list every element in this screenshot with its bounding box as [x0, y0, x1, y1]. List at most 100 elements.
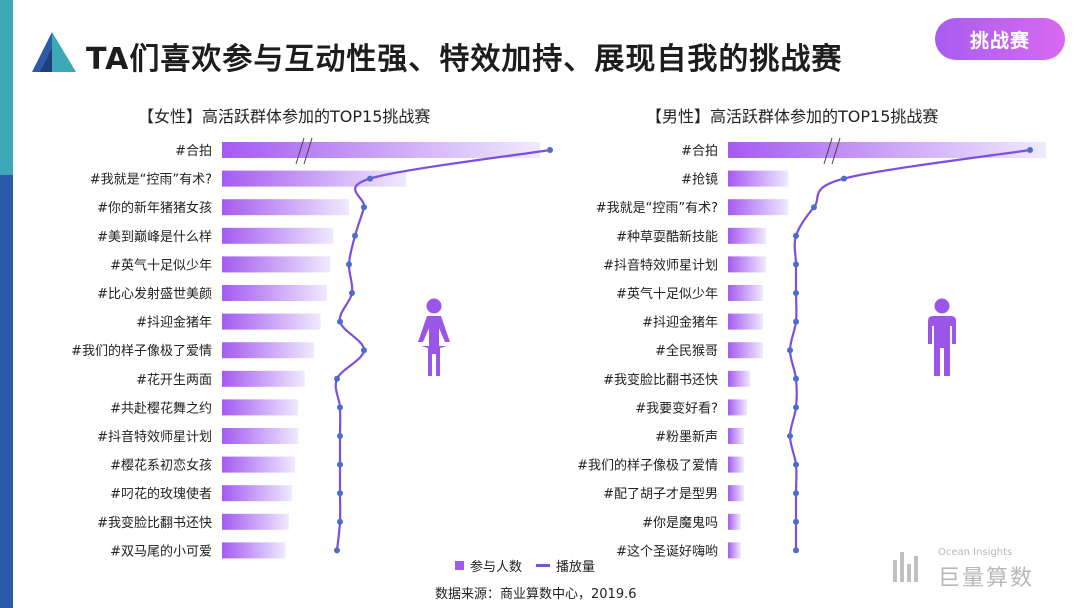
views-point	[337, 461, 343, 468]
category-label: #合拍	[681, 144, 718, 159]
challenge-tag-button[interactable]: 挑战赛	[935, 18, 1065, 60]
views-point	[361, 347, 367, 354]
bar	[728, 142, 1046, 158]
bar	[728, 285, 763, 301]
page-title: TA们喜欢参与互动性强、特效加持、展现自我的挑战赛	[86, 42, 843, 77]
legend-views-label: 播放量	[556, 560, 596, 575]
bar	[728, 542, 741, 559]
views-point	[793, 547, 799, 554]
bar	[222, 342, 315, 359]
views-point	[793, 518, 799, 525]
bar	[222, 542, 286, 559]
category-label: #英气十足似少年	[616, 286, 718, 302]
bar	[222, 199, 350, 216]
bar	[222, 399, 299, 416]
bar	[728, 313, 763, 330]
views-point	[793, 461, 799, 468]
views-point	[793, 261, 799, 268]
bar	[222, 142, 540, 158]
male-challenge-chart: #合拍 #抢镜 #我就是“控雨”有术? #种草耍酷新技能 #抖音特效师星计划 #英气十足似…	[577, 137, 1046, 559]
legend-participants-label: 参与人数	[470, 560, 523, 575]
category-label: #花开生两面	[136, 372, 212, 388]
category-label: #我变脸比翻书还快	[603, 372, 718, 388]
category-label: #我就是“控雨”有术?	[596, 201, 718, 216]
bar	[728, 199, 789, 216]
bar	[728, 170, 789, 187]
category-label: #抖迎金猪年	[136, 315, 212, 331]
views-point	[337, 318, 343, 325]
category-label: #抖迎金猪年	[642, 315, 718, 331]
views-line	[334, 148, 551, 551]
category-label: #我变脸比翻书还快	[97, 515, 212, 531]
axis-break-mark	[823, 137, 833, 165]
bar	[728, 256, 767, 273]
category-label: #我们的样子像极了爱情	[71, 343, 212, 359]
category-label: #双马尾的小可爱	[110, 543, 212, 559]
category-label: #我们的样子像极了爱情	[577, 458, 718, 474]
bar	[222, 428, 299, 444]
axis-break-mark	[295, 137, 305, 165]
logo-icon	[32, 32, 76, 72]
female-chart-title: 【女性】高活跃群体参加的TOP15挑战赛	[138, 107, 431, 126]
bar	[222, 370, 305, 387]
left-accent-bar	[0, 0, 13, 608]
category-label: #英气十足似少年	[110, 257, 212, 273]
legend-item-views: 播放量	[536, 556, 595, 575]
legend-line-swatch	[536, 564, 551, 567]
legend-bar-swatch	[455, 561, 464, 570]
category-label: #我就是“控雨”有术?	[90, 173, 212, 188]
views-point	[349, 290, 355, 296]
bar	[222, 456, 296, 473]
views-point	[787, 347, 793, 354]
bar	[728, 342, 763, 359]
category-label: #樱花系初恋女孩	[110, 458, 212, 474]
male-icon	[928, 298, 956, 376]
brand-name: 巨量算数	[938, 566, 1035, 591]
category-label: #比心发射盛世美颜	[97, 286, 212, 302]
bar	[728, 513, 741, 530]
legend-item-participants: 参与人数	[455, 556, 522, 575]
category-label: #美到巅峰是什么样	[97, 230, 212, 245]
brand-logo-icon	[893, 552, 918, 582]
category-label: #种草耍酷新技能	[616, 229, 718, 245]
views-point	[367, 175, 373, 182]
brand-tagline: Ocean Insights	[938, 547, 1013, 558]
bar	[728, 227, 767, 244]
category-label: #我要变好看?	[635, 400, 718, 416]
views-point	[361, 204, 367, 211]
male-chart-title: 【男性】高活跃群体参加的TOP15挑战赛	[646, 107, 939, 126]
chart-legend: 参与人数 播放量	[455, 556, 595, 575]
views-point	[793, 290, 799, 296]
category-label: #你是魔鬼吗	[642, 515, 718, 531]
views-point	[352, 232, 358, 239]
category-label: #抖音特效师星计划	[97, 429, 212, 445]
data-source: 数据来源：商业算数中心，2019.6	[435, 587, 637, 602]
axis-break-mark	[831, 137, 841, 165]
views-point	[793, 375, 799, 382]
axis-break-mark	[303, 137, 313, 165]
bar	[728, 428, 744, 444]
views-point	[793, 404, 799, 411]
views-line	[788, 148, 1031, 551]
bar	[222, 227, 334, 244]
views-point	[787, 433, 793, 439]
bar	[222, 170, 407, 187]
views-point	[337, 433, 343, 439]
views-point	[1027, 147, 1033, 153]
bar	[728, 456, 744, 473]
category-label: #这个圣诞好嗨哟	[616, 543, 718, 559]
bar	[728, 399, 748, 416]
views-point	[793, 232, 799, 239]
views-point	[337, 490, 343, 497]
bar	[222, 256, 331, 273]
views-point	[337, 404, 343, 411]
views-point	[346, 261, 352, 268]
bar	[222, 313, 321, 330]
bar	[222, 513, 289, 530]
views-point	[334, 547, 340, 554]
category-label: #配了胡子才是型男	[603, 487, 718, 502]
bar	[728, 370, 751, 387]
category-label: #叼花的玫瑰使者	[110, 486, 212, 502]
views-point	[793, 318, 799, 325]
female-challenge-chart: #合拍 #我就是“控雨”有术? #你的新年猪猪女孩 #美到巅峰是什么样 #英气十足似少年…	[71, 137, 553, 559]
